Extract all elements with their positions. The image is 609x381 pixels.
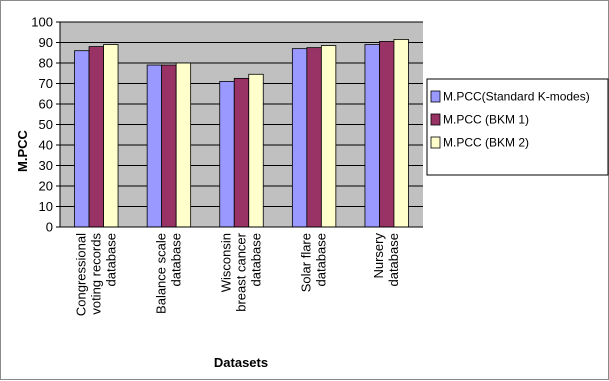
x-category-label: Balance scale [153, 233, 168, 314]
x-category-label: Wisconsin [219, 233, 234, 292]
legend-swatch [430, 136, 441, 149]
y-tick-label: 80 [39, 56, 53, 71]
x-category-label: database [386, 233, 401, 287]
bar [248, 73, 264, 228]
bar [146, 64, 163, 228]
y-axis-title: M.PCC [15, 129, 30, 172]
y-tick-label: 10 [39, 199, 53, 214]
y-tick-label: 90 [39, 35, 53, 50]
y-tick-label: 0 [46, 220, 53, 235]
x-category-label: Nursery [371, 233, 386, 279]
y-tick-label: 100 [31, 15, 53, 30]
x-category-label: database [168, 233, 183, 287]
bar [291, 48, 308, 228]
y-tick-label: 70 [39, 76, 53, 91]
x-axis-title: Datasets [214, 355, 268, 370]
bar [320, 45, 337, 228]
bar [306, 47, 322, 228]
bar [219, 81, 235, 228]
y-tick-label: 50 [39, 117, 53, 132]
y-tick-label: 20 [39, 179, 53, 194]
legend-label: M.PCC(Standard K-modes) [443, 90, 590, 104]
bar [379, 41, 395, 228]
x-category-label: voting records [88, 233, 103, 315]
bar [74, 50, 90, 228]
bar [103, 44, 119, 228]
legend: M.PCC(Standard K-modes) M.PCC (BKM 1) M.PC… [426, 78, 609, 176]
x-category-label: database [314, 233, 329, 287]
bar [393, 39, 409, 228]
legend-box [426, 78, 609, 176]
bar [88, 46, 104, 228]
y-tick-label: 30 [39, 158, 53, 173]
x-category-label: breast cancer [234, 232, 249, 311]
legend-swatch [430, 90, 441, 103]
bar [175, 62, 192, 228]
y-axis-ticks: 0 10 20 30 40 50 60 70 80 90 100 [31, 15, 60, 235]
x-axis-categories: Congressional voting records database Balan… [73, 232, 401, 316]
bar [364, 44, 380, 228]
y-tick-label: 40 [39, 138, 53, 153]
y-tick-label: 60 [39, 97, 53, 112]
bar [233, 77, 250, 228]
bar [161, 64, 177, 228]
legend-label: M.PCC (BKM 1) [443, 113, 529, 127]
legend-swatch [430, 113, 441, 126]
bars [74, 39, 409, 228]
x-category-label: Congressional [73, 233, 88, 316]
legend-label: M.PCC (BKM 2) [443, 136, 529, 150]
x-category-label: Solar flare [299, 233, 314, 292]
x-category-label: database [103, 233, 118, 287]
x-category-label: database [249, 233, 264, 287]
